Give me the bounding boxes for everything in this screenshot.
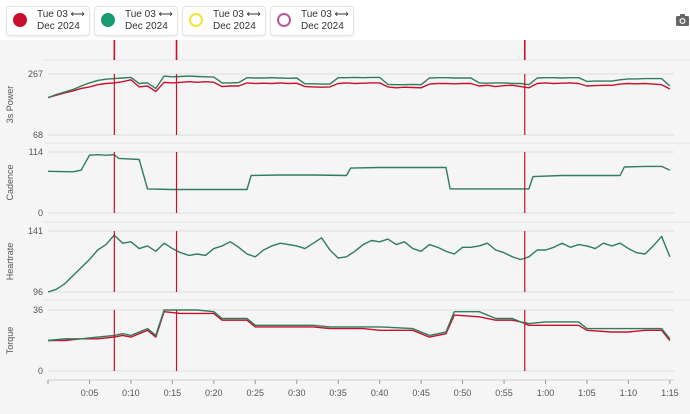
y-axis-label: Heartrate: [5, 243, 15, 281]
x-tick-label: 1:10: [620, 388, 638, 398]
y-tick-label: 0: [38, 208, 43, 218]
legend-date: Tue 03: [125, 9, 156, 20]
series-line-torque-green: [47, 309, 671, 342]
legend-ring-icon: [277, 13, 291, 27]
legend-item-4[interactable]: Tue 03 ⟷ Dec 2024: [270, 6, 354, 36]
series-line-torque-red: [48, 311, 671, 342]
camera-icon[interactable]: [675, 12, 690, 28]
chart-area: 267 68 3s Power 114 0 Cadence 141 96 Heartrate 36…: [0, 40, 690, 414]
series-line-power-green: [47, 75, 671, 99]
x-tick-label: 0:35: [329, 388, 347, 398]
legend-item-3[interactable]: Tue 03 ⟷ Dec 2024: [182, 6, 266, 36]
legend-date: Tue 03: [37, 9, 68, 20]
x-tick-label: 0:30: [288, 388, 306, 398]
y-tick-label: 267: [28, 69, 43, 79]
legend-arrow-icon: ⟷: [158, 9, 173, 20]
y-axis-label: Cadence: [5, 164, 15, 200]
legend-arrow-icon: ⟷: [334, 9, 349, 20]
legend-ring-icon: [189, 13, 203, 27]
x-tick-label: 0:50: [454, 388, 472, 398]
legend-year: Dec 2024: [37, 21, 80, 32]
legend-dot-icon: [13, 13, 27, 27]
legend-arrow-icon: ⟷: [70, 9, 85, 20]
x-tick-label: 0:45: [412, 388, 430, 398]
y-axis-label: 3s Power: [5, 86, 15, 124]
legend-year: Dec 2024: [125, 21, 168, 32]
legend-date: Tue 03: [213, 9, 244, 20]
x-tick-label: 1:15: [661, 388, 679, 398]
y-tick-label: 96: [33, 287, 43, 297]
legend-item-1[interactable]: Tue 03 ⟷ Dec 2024: [6, 6, 90, 36]
x-tick-label: 0:55: [495, 388, 513, 398]
y-axis-label: Torque: [5, 327, 15, 355]
x-tick-label: 1:00: [537, 388, 555, 398]
x-tick-label: 0:25: [247, 388, 265, 398]
y-tick-label: 141: [28, 226, 43, 236]
legend-date: Tue 03: [301, 9, 332, 20]
legend-dot-icon: [101, 13, 115, 27]
x-tick-label: 0:15: [164, 388, 182, 398]
x-tick-label: 1:05: [578, 388, 596, 398]
legend-item-2[interactable]: Tue 03 ⟷ Dec 2024: [94, 6, 178, 36]
chart-svg[interactable]: 267 68 3s Power 114 0 Cadence 141 96 Heartrate 36…: [0, 40, 690, 414]
legend-year: Dec 2024: [301, 21, 344, 32]
series-line-cadence-green: [47, 153, 671, 191]
series-line-power-red: [47, 79, 671, 99]
x-tick-label: 0:40: [371, 388, 389, 398]
legend-arrow-icon: ⟷: [246, 9, 261, 20]
y-tick-label: 68: [33, 130, 43, 140]
x-tick-label: 0:20: [205, 388, 223, 398]
x-tick-label: 0:10: [122, 388, 140, 398]
y-tick-label: 0: [38, 366, 43, 376]
series-line-heartrate-green: [47, 234, 671, 293]
legend-bar: Tue 03 ⟷ Dec 2024 Tue 03 ⟷ Dec 2024 Tue …: [0, 0, 690, 40]
y-tick-label: 36: [33, 305, 43, 315]
y-tick-label: 114: [29, 147, 43, 157]
x-tick-label: 0:05: [81, 388, 99, 398]
legend-year: Dec 2024: [213, 21, 256, 32]
